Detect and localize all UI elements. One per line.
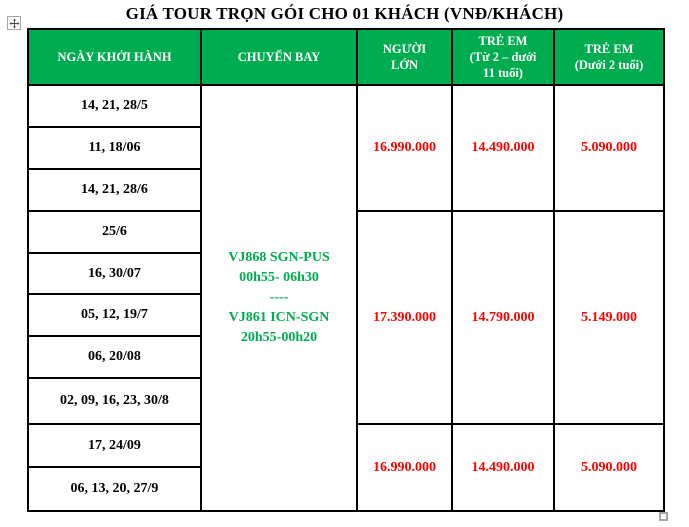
flight-line: VJ868 SGN-PUS: [228, 250, 330, 266]
child-price-cell[interactable]: 14.490.000: [451, 423, 555, 512]
departure-date-cell[interactable]: 06, 13, 20, 27/9: [27, 466, 202, 512]
child-price-cell[interactable]: 14.790.000: [451, 210, 555, 425]
table-move-handle[interactable]: [7, 16, 21, 30]
header-line: NGƯỜI: [382, 41, 427, 56]
header-flight[interactable]: CHUYẾN BAY: [200, 28, 358, 86]
flight-line: 00h55- 06h30: [239, 270, 319, 286]
table-row: 14, 21, 28/5 VJ868 SGN-PUS 00h55- 06h30 …: [27, 84, 665, 512]
flight-info-cell[interactable]: VJ868 SGN-PUS 00h55- 06h30 ---- VJ861 IC…: [200, 84, 358, 512]
adult-price-cell[interactable]: 17.390.000: [356, 210, 453, 425]
header-adult[interactable]: NGƯỜI LỚN: [356, 28, 453, 86]
infant-price-cell[interactable]: 5.149.000: [553, 210, 665, 425]
adult-price-cell[interactable]: 16.990.000: [356, 84, 453, 212]
departure-date-cell[interactable]: 06, 20/08: [27, 335, 202, 379]
header-line: (Từ 2 – dưới: [469, 49, 537, 64]
departure-date-cell[interactable]: 02, 09, 16, 23, 30/8: [27, 377, 202, 425]
table-row: 06, 13, 20, 27/9: [27, 466, 664, 512]
child-price-cell[interactable]: 14.490.000: [451, 84, 555, 212]
header-line: CHUYẾN BAY: [237, 49, 321, 64]
departure-date-cell[interactable]: 14, 21, 28/6: [27, 168, 202, 212]
move-icon: [8, 17, 20, 29]
table-row: 11, 18/06: [27, 126, 664, 170]
table-row: 05, 12, 19/7: [27, 293, 664, 337]
header-line: (Dưới 2 tuổi): [574, 58, 644, 72]
table-row: 17, 24/09 16.990.000 14.490.000 5.090.00…: [27, 423, 665, 512]
departure-date-cell[interactable]: 16, 30/07: [27, 252, 202, 295]
departure-date-cell[interactable]: 11, 18/06: [27, 126, 202, 170]
table-row: 16, 30/07: [27, 252, 664, 295]
header-child-2-11[interactable]: TRẺ EM (Từ 2 – dưới 11 tuổi): [451, 28, 555, 86]
header-line: NGÀY KHỞI HÀNH: [57, 49, 172, 64]
departure-date-cell[interactable]: 17, 24/09: [27, 423, 202, 468]
departure-date-cell[interactable]: 14, 21, 28/5: [27, 84, 202, 128]
tour-price-table: NGÀY KHỞI HÀNH CHUYẾN BAY NGƯỜI LỚN TRẺ …: [27, 28, 665, 512]
header-line: LỚN: [390, 58, 419, 72]
departure-date-cell[interactable]: 25/6: [27, 210, 202, 254]
header-line: 11 tuổi): [483, 66, 523, 81]
table-row: 06, 20/08: [27, 335, 664, 379]
flight-line: VJ861 ICN-SGN: [228, 309, 330, 325]
flight-line: ----: [269, 290, 289, 306]
table-row: 25/6 17.390.000 14.790.000 5.149.000: [27, 210, 665, 425]
table-row: 14, 21, 28/6: [27, 168, 664, 212]
header-line: TRẺ EM: [478, 33, 528, 48]
header-infant[interactable]: TRẺ EM (Dưới 2 tuổi): [553, 28, 665, 86]
infant-price-cell[interactable]: 5.090.000: [553, 84, 665, 212]
header-row: NGÀY KHỞI HÀNH CHUYẾN BAY NGƯỜI LỚN TRẺ …: [27, 28, 665, 86]
table-resize-handle[interactable]: [659, 512, 668, 521]
adult-price-cell[interactable]: 16.990.000: [356, 423, 453, 512]
header-line: TRẺ EM: [584, 41, 634, 56]
table-row: 02, 09, 16, 23, 30/8: [27, 377, 664, 425]
page-title: GIÁ TOUR TRỌN GÓI CHO 01 KHÁCH (VNĐ/KHÁC…: [125, 4, 564, 23]
flight-line: 20h55-00h20: [240, 329, 318, 345]
departure-date-cell[interactable]: 05, 12, 19/7: [27, 293, 202, 337]
header-departure-date[interactable]: NGÀY KHỞI HÀNH: [27, 28, 202, 86]
infant-price-cell[interactable]: 5.090.000: [553, 423, 665, 512]
